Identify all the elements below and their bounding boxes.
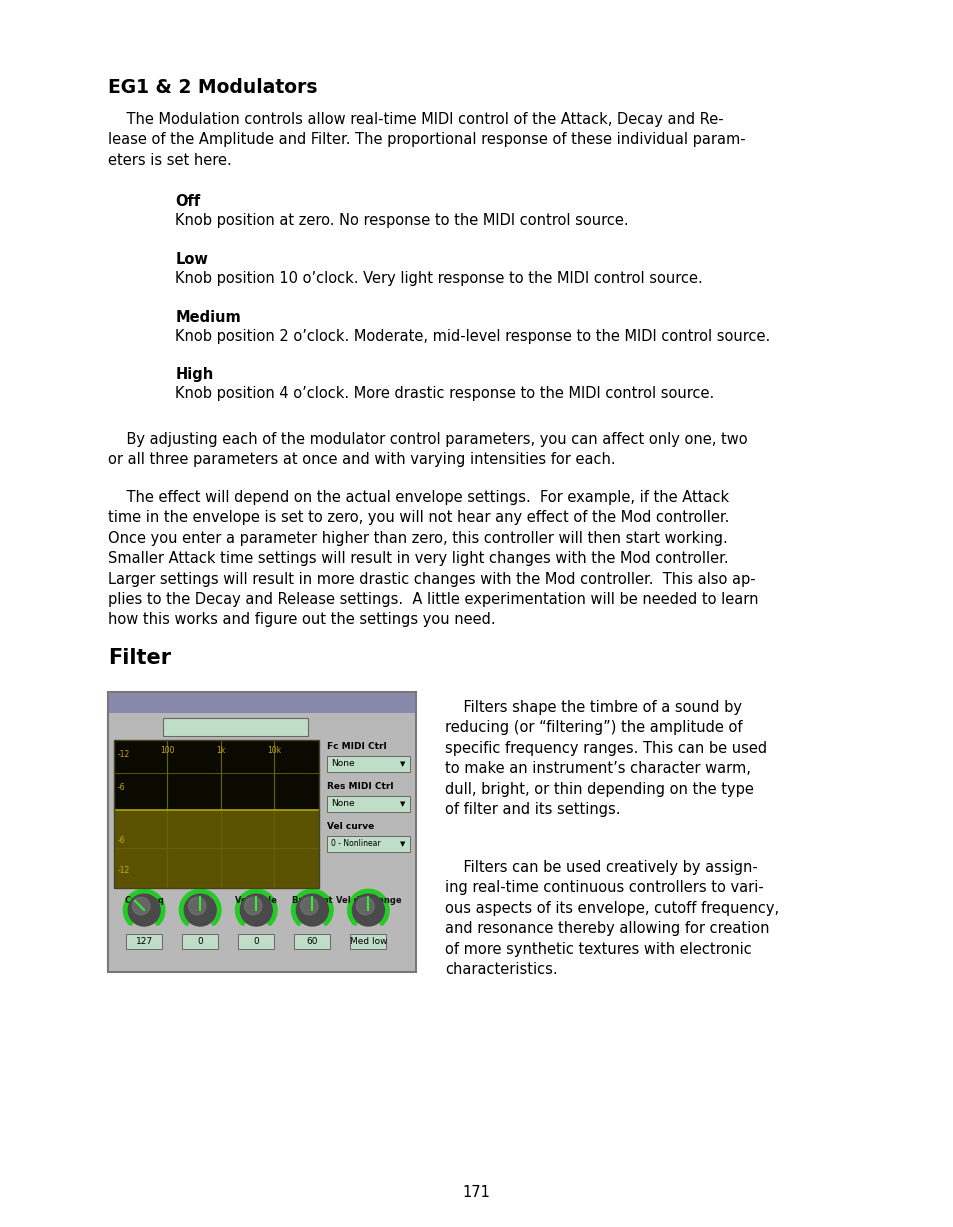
Text: Vel dyn range: Vel dyn range <box>335 896 401 906</box>
Text: High: High <box>175 367 213 382</box>
Bar <box>238 934 274 948</box>
Text: 60: 60 <box>306 936 317 946</box>
Text: 0 - Nonlinear: 0 - Nonlinear <box>331 839 380 849</box>
Circle shape <box>240 894 272 926</box>
Text: Vel scale: Vel scale <box>235 896 277 906</box>
Circle shape <box>128 894 160 926</box>
Text: 171: 171 <box>462 1185 490 1200</box>
Bar <box>294 934 330 948</box>
Bar <box>114 740 319 810</box>
Text: 0: 0 <box>197 936 203 946</box>
Circle shape <box>300 897 317 915</box>
Text: -6: -6 <box>118 836 126 845</box>
Bar <box>114 740 319 888</box>
Bar <box>182 934 218 948</box>
Text: 1k: 1k <box>216 746 225 755</box>
Text: The Modulation controls allow real-time MIDI control of the Attack, Decay and Re: The Modulation controls allow real-time … <box>108 112 745 168</box>
Text: Break pt: Break pt <box>292 896 333 906</box>
Text: EG1 & 2 Modulators: EG1 & 2 Modulators <box>108 79 317 97</box>
Bar <box>327 836 410 852</box>
Text: Filters shape the timbre of a sound by
reducing (or “filtering”) the amplitude o: Filters shape the timbre of a sound by r… <box>445 699 767 817</box>
Text: Knob position 2 o’clock. Moderate, mid-level response to the MIDI control source: Knob position 2 o’clock. Moderate, mid-l… <box>175 329 770 344</box>
Text: -12: -12 <box>118 866 131 875</box>
Circle shape <box>352 894 384 926</box>
Bar <box>114 810 319 888</box>
Text: Filters can be used creatively by assign-
ing real-time continuous controllers t: Filters can be used creatively by assign… <box>445 860 779 977</box>
Bar <box>163 718 308 736</box>
Text: 0 - None: 0 - None <box>168 721 210 733</box>
Text: Fc MIDI Ctrl: Fc MIDI Ctrl <box>327 742 387 751</box>
Bar <box>350 934 386 948</box>
Text: ▼: ▼ <box>399 840 405 847</box>
Text: -12: -12 <box>118 750 131 760</box>
Circle shape <box>244 897 262 915</box>
Text: Res MIDI Ctrl: Res MIDI Ctrl <box>327 782 394 791</box>
Text: Filter: Filter <box>108 648 171 667</box>
Text: 10k: 10k <box>267 746 281 755</box>
Circle shape <box>184 894 216 926</box>
Text: Knob position 4 o’clock. More drastic response to the MIDI control source.: Knob position 4 o’clock. More drastic re… <box>175 387 714 401</box>
Bar <box>109 693 415 713</box>
Circle shape <box>356 897 374 915</box>
Bar <box>126 934 162 948</box>
Text: Vel curve: Vel curve <box>327 822 375 831</box>
Text: ▼: ▼ <box>294 723 301 731</box>
Text: ▼: ▼ <box>399 801 405 807</box>
Text: By adjusting each of the modulator control parameters, you can affect only one, : By adjusting each of the modulator contr… <box>108 432 747 467</box>
Circle shape <box>188 897 206 915</box>
Text: Cut freq: Cut freq <box>125 896 163 906</box>
Text: Low: Low <box>175 252 208 267</box>
Bar <box>108 692 416 972</box>
Text: 100: 100 <box>160 746 174 755</box>
Text: FILTER: FILTER <box>242 698 282 708</box>
Text: None: None <box>331 760 355 768</box>
Text: Knob position at zero. No response to the MIDI control source.: Knob position at zero. No response to th… <box>175 213 628 228</box>
Text: Off: Off <box>175 194 200 209</box>
Text: Medium: Medium <box>175 310 241 325</box>
Text: -6: -6 <box>118 783 126 791</box>
Text: None: None <box>331 800 355 809</box>
Text: Type: Type <box>118 718 146 728</box>
Circle shape <box>296 894 328 926</box>
Text: Med low: Med low <box>349 936 387 946</box>
Text: 127: 127 <box>135 936 152 946</box>
Text: ▼: ▼ <box>399 761 405 767</box>
Text: Knob position 10 o’clock. Very light response to the MIDI control source.: Knob position 10 o’clock. Very light res… <box>175 271 702 286</box>
Bar <box>327 756 410 772</box>
Text: Res: Res <box>192 896 209 906</box>
Text: 0: 0 <box>253 936 259 946</box>
Bar <box>327 796 410 812</box>
Circle shape <box>132 897 150 915</box>
Text: The effect will depend on the actual envelope settings.  For example, if the Att: The effect will depend on the actual env… <box>108 490 758 627</box>
